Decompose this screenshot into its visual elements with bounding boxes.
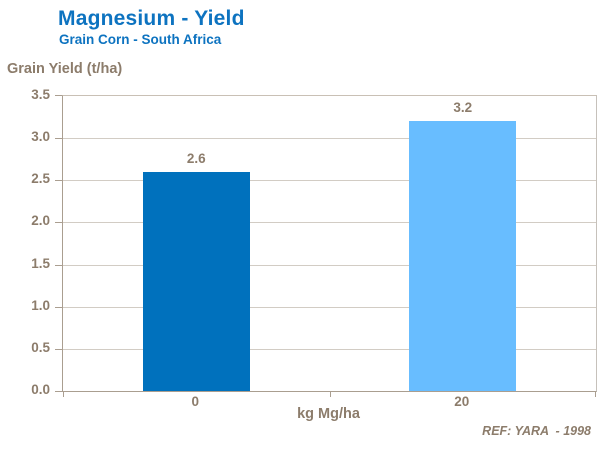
y-axis-tick-labels: 0.0 0.5 1.0 1.5 2.0 2.5 3.0 3.5 [0,87,50,397]
bar-value-label: 3.2 [453,100,473,116]
plot-area: 2.6 3.2 [55,95,597,397]
y-axis-tick-label: 0.5 [31,339,50,355]
gridline [63,264,596,266]
x-axis-tick [329,391,331,397]
gridline [63,138,596,140]
y-axis-tick-label: 2.5 [31,171,50,187]
gridline [63,306,596,308]
y-axis-tick [55,306,62,308]
x-axis-title: kg Mg/ha [297,406,360,422]
y-axis-tick-label: 0.0 [31,382,50,397]
x-axis-category-labels: 0 20 [62,394,595,412]
x-axis-tick [595,391,596,397]
gridline [63,222,596,224]
y-axis-title: Grain Yield (t/ha) [7,61,123,77]
bar-column: 3.2 [409,96,517,391]
x-axis-tick [63,391,64,397]
y-axis-tick [55,180,62,182]
chart-subtitle: Grain Corn - South Africa [59,32,222,47]
y-axis-tick-label: 1.0 [31,297,50,313]
reference-note: REF: YARA - 1998 [482,424,591,438]
bar-value-label: 2.6 [186,150,206,166]
y-axis-tick-label: 3.0 [31,129,50,145]
y-axis-tick-label: 2.0 [31,213,50,229]
gridline [63,180,596,182]
y-axis-tick [55,222,62,224]
x-category-label: 0 [191,394,200,409]
bar [409,121,517,391]
y-axis-tick [55,348,62,350]
chart-title: Magnesium - Yield [58,7,245,30]
y-axis-tick [55,138,62,140]
x-category-label: 20 [454,394,470,409]
bar [142,171,250,391]
y-axis-tick [55,95,62,96]
bar-column: 2.6 [142,96,250,391]
y-axis-tick [55,264,62,266]
y-axis-tick-label: 1.5 [31,255,50,271]
gridline [63,348,596,350]
y-axis-tick [55,391,62,392]
y-axis-tick-label: 3.5 [31,87,50,102]
